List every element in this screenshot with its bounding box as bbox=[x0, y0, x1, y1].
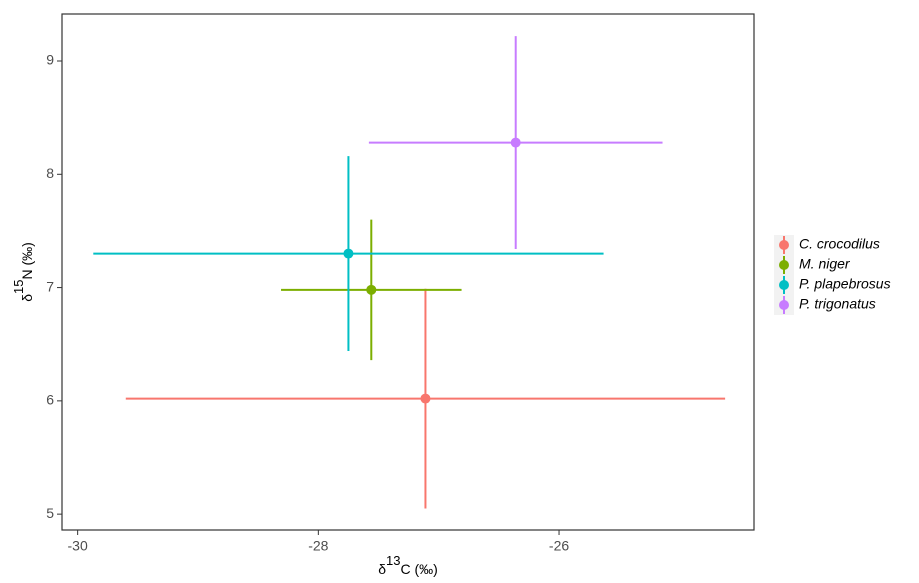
point bbox=[510, 137, 521, 148]
legend-label: C. crocodilus bbox=[799, 236, 880, 252]
y-tick-label: 7 bbox=[46, 278, 54, 294]
point bbox=[343, 248, 354, 259]
legend-key bbox=[779, 260, 789, 270]
x-tick-label: -26 bbox=[549, 538, 569, 554]
y-tick-label: 8 bbox=[46, 165, 54, 181]
panel bbox=[61, 13, 755, 531]
x-tick-label: -28 bbox=[308, 538, 328, 554]
y-axis-title-part: δ bbox=[19, 294, 35, 302]
legend-key bbox=[779, 240, 789, 250]
y-tick-label: 5 bbox=[46, 505, 54, 521]
x-axis-title: δ13C (‰) bbox=[378, 553, 438, 576]
point bbox=[420, 393, 431, 404]
x-axis-title-sup: 13 bbox=[386, 553, 400, 568]
x-axis-title-part: C (‰) bbox=[400, 561, 437, 577]
legend-label: P. trigonatus bbox=[799, 296, 876, 312]
legend-label: P. plapebrosus bbox=[799, 276, 891, 292]
y-axis-title-sup: 15 bbox=[11, 280, 26, 294]
y-axis-title-part: N (‰) bbox=[19, 242, 35, 279]
legend-label: M. niger bbox=[799, 256, 851, 272]
y-tick-label: 9 bbox=[46, 52, 54, 68]
y-tick-label: 6 bbox=[46, 392, 54, 408]
y-axis-title: δ15N (‰) bbox=[11, 242, 34, 302]
legend-key bbox=[779, 300, 789, 310]
x-tick-label: -30 bbox=[68, 538, 88, 554]
x-axis-title-part: δ bbox=[378, 561, 386, 577]
point bbox=[366, 284, 377, 295]
legend-key bbox=[779, 280, 789, 290]
